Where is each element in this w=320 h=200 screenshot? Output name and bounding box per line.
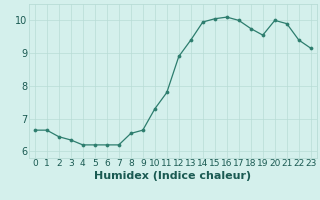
X-axis label: Humidex (Indice chaleur): Humidex (Indice chaleur) bbox=[94, 171, 252, 181]
